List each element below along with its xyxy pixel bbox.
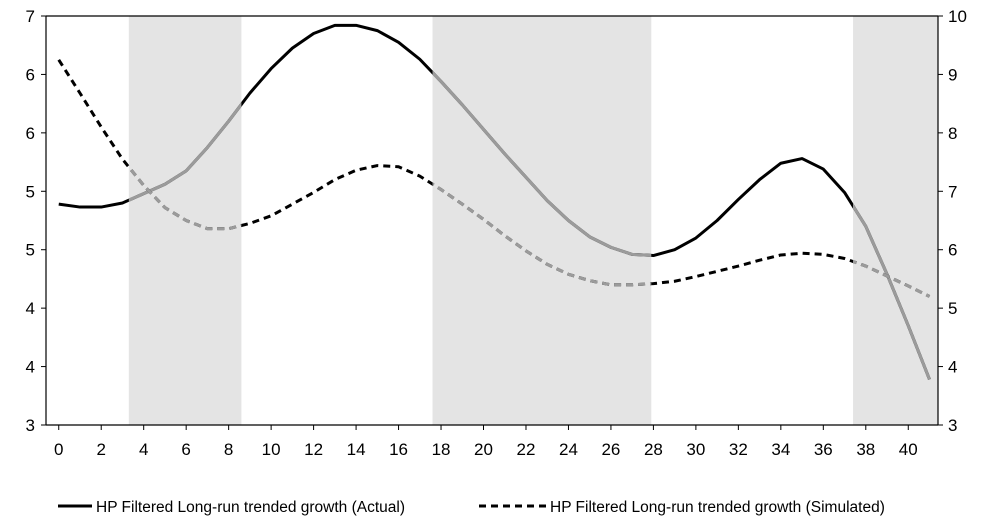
legend-label-simulated: HP Filtered Long-run trended growth (Sim… — [550, 499, 885, 516]
shaded-region-1 — [432, 16, 652, 425]
x-tick-label: 8 — [224, 440, 233, 459]
x-tick-label: 34 — [771, 440, 790, 459]
x-tick-label: 12 — [304, 440, 323, 459]
y-left-tick-label: 6 — [26, 65, 35, 84]
y-left-tick-label: 4 — [26, 299, 35, 318]
y-right-tick-label: 5 — [948, 299, 957, 318]
shaded-regions — [128, 16, 938, 425]
axes — [45, 15, 939, 426]
x-tick-label: 36 — [814, 440, 833, 459]
y-left-tick-label: 7 — [26, 7, 35, 26]
x-tick-label: 24 — [559, 440, 578, 459]
y-right-tick-label: 9 — [948, 65, 957, 84]
x-tick-label: 2 — [96, 440, 105, 459]
x-tick-label: 4 — [139, 440, 148, 459]
x-tick-label: 6 — [181, 440, 190, 459]
x-tick-label: 16 — [389, 440, 408, 459]
x-tick-label: 28 — [644, 440, 663, 459]
y-right-tick-label: 6 — [948, 241, 957, 260]
legend: HP Filtered Long-run trended growth (Act… — [58, 499, 885, 516]
y-left-tick-label: 3 — [26, 416, 35, 435]
y-right-tick-label: 8 — [948, 124, 957, 143]
x-tick-label: 30 — [686, 440, 705, 459]
x-tick-label: 20 — [474, 440, 493, 459]
x-tick-label: 26 — [601, 440, 620, 459]
y-left-tick-label: 6 — [26, 124, 35, 143]
y-left-tick-label: 5 — [26, 241, 35, 260]
x-tick-label: 32 — [729, 440, 748, 459]
x-tick-label: 10 — [262, 440, 281, 459]
series-lines — [57, 23, 931, 380]
y-left-tick-label: 4 — [26, 358, 35, 377]
x-tick-label: 22 — [517, 440, 536, 459]
legend-label-actual: HP Filtered Long-run trended growth (Act… — [96, 499, 405, 516]
series-line-actual-shaded-segment-1 — [432, 70, 652, 257]
y-right-tick-label: 4 — [948, 358, 957, 377]
y-right-tick-label: 7 — [948, 182, 957, 201]
y-right-tick-label: 10 — [948, 7, 967, 26]
x-tick-label: 38 — [856, 440, 875, 459]
series-line-simulated — [57, 59, 931, 298]
x-tick-label: 0 — [54, 440, 63, 459]
x-tick-label: 18 — [432, 440, 451, 459]
y-left-tick-label: 5 — [26, 182, 35, 201]
series-line-actual-shaded-segment-0 — [128, 101, 242, 202]
x-tick-label: 14 — [347, 440, 366, 459]
shaded-region-2 — [853, 16, 938, 425]
y-right-tick-label: 3 — [948, 416, 957, 435]
x-tick-label: 40 — [899, 440, 918, 459]
